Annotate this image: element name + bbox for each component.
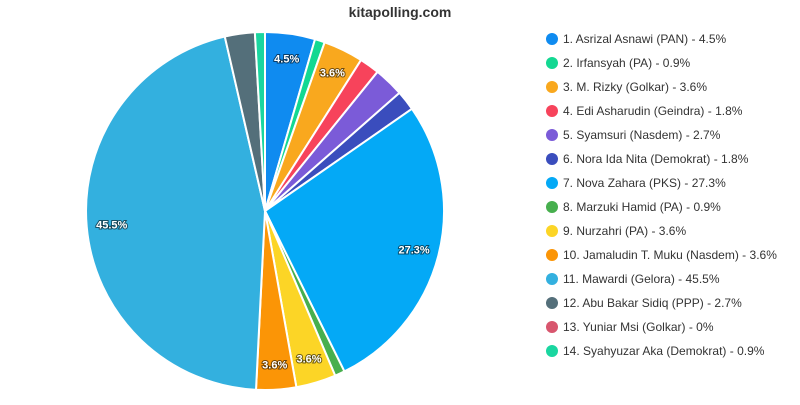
legend-marker — [546, 273, 558, 285]
slice-data-label-7: 27.3% — [398, 244, 429, 256]
legend-label: 5. Syamsuri (Nasdem) - 2.7% — [563, 128, 721, 142]
legend-item-3[interactable]: 3. M. Rizky (Golkar) - 3.6% — [546, 75, 777, 99]
legend-label: 11. Mawardi (Gelora) - 45.5% — [563, 272, 720, 286]
legend-marker — [546, 249, 558, 261]
legend-label: 9. Nurzahri (PA) - 3.6% — [563, 224, 687, 238]
slice-data-label-10: 3.6% — [262, 360, 287, 372]
pie-slice-11[interactable] — [85, 35, 266, 391]
pie-slice-14[interactable] — [253, 31, 266, 212]
legend-item-4[interactable]: 4. Edi Asharudin (Geindra) - 1.8% — [546, 99, 777, 123]
legend-item-6[interactable]: 6. Nora Ida Nita (Demokrat) - 1.8% — [546, 147, 777, 171]
legend-marker — [546, 225, 558, 237]
slice-data-label-3: 3.6% — [320, 68, 345, 80]
legend-marker — [546, 297, 558, 309]
legend-item-14[interactable]: 14. Syahyuzar Aka (Demokrat) - 0.9% — [546, 339, 777, 363]
legend-marker — [546, 177, 558, 189]
legend-item-11[interactable]: 11. Mawardi (Gelora) - 45.5% — [546, 267, 777, 291]
pie-slice-7[interactable] — [264, 107, 445, 373]
legend-item-7[interactable]: 7. Nova Zahara (PKS) - 27.3% — [546, 171, 777, 195]
slice-data-label-1: 4.5% — [274, 54, 299, 66]
chart-title: kitapolling.com — [348, 4, 452, 20]
legend-item-8[interactable]: 8. Marzuki Hamid (PA) - 0.9% — [546, 195, 777, 219]
legend-item-9[interactable]: 9. Nurzahri (PA) - 3.6% — [546, 219, 777, 243]
legend-label: 13. Yuniar Msi (Golkar) - 0% — [563, 320, 714, 334]
legend-marker — [546, 105, 558, 117]
legend-marker — [546, 201, 558, 213]
legend-marker — [546, 153, 558, 165]
legend-label: 2. Irfansyah (PA) - 0.9% — [563, 56, 691, 70]
chart-legend: 1. Asrizal Asnawi (PAN) - 4.5% 2. Irfansy… — [546, 27, 777, 363]
legend-item-5[interactable]: 5. Syamsuri (Nasdem) - 2.7% — [546, 123, 777, 147]
legend-item-10[interactable]: 10. Jamaludin T. Muku (Nasdem) - 3.6% — [546, 243, 777, 267]
legend-label: 8. Marzuki Hamid (PA) - 0.9% — [563, 200, 721, 214]
legend-item-1[interactable]: 1. Asrizal Asnawi (PAN) - 4.5% — [546, 27, 777, 51]
legend-marker — [546, 321, 558, 333]
legend-item-12[interactable]: 12. Abu Bakar Sidiq (PPP) - 2.7% — [546, 291, 777, 315]
legend-label: 3. M. Rizky (Golkar) - 3.6% — [563, 80, 708, 94]
legend-label: 6. Nora Ida Nita (Demokrat) - 1.8% — [563, 152, 749, 166]
legend-marker — [546, 129, 558, 141]
slice-data-label-9: 3.6% — [296, 354, 321, 366]
legend-label: 10. Jamaludin T. Muku (Nasdem) - 3.6% — [563, 248, 777, 262]
legend-marker — [546, 81, 558, 93]
legend-marker — [546, 33, 558, 45]
legend-marker — [546, 57, 558, 69]
legend-marker — [546, 345, 558, 357]
legend-label: 4. Edi Asharudin (Geindra) - 1.8% — [563, 104, 743, 118]
legend-item-13[interactable]: 13. Yuniar Msi (Golkar) - 0% — [546, 315, 777, 339]
slice-data-label-11: 45.5% — [96, 220, 127, 232]
legend-label: 14. Syahyuzar Aka (Demokrat) - 0.9% — [563, 344, 765, 358]
legend-item-2[interactable]: 2. Irfansyah (PA) - 0.9% — [546, 51, 777, 75]
legend-label: 12. Abu Bakar Sidiq (PPP) - 2.7% — [563, 296, 742, 310]
legend-label: 1. Asrizal Asnawi (PAN) - 4.5% — [563, 32, 727, 46]
legend-label: 7. Nova Zahara (PKS) - 27.3% — [563, 176, 726, 190]
